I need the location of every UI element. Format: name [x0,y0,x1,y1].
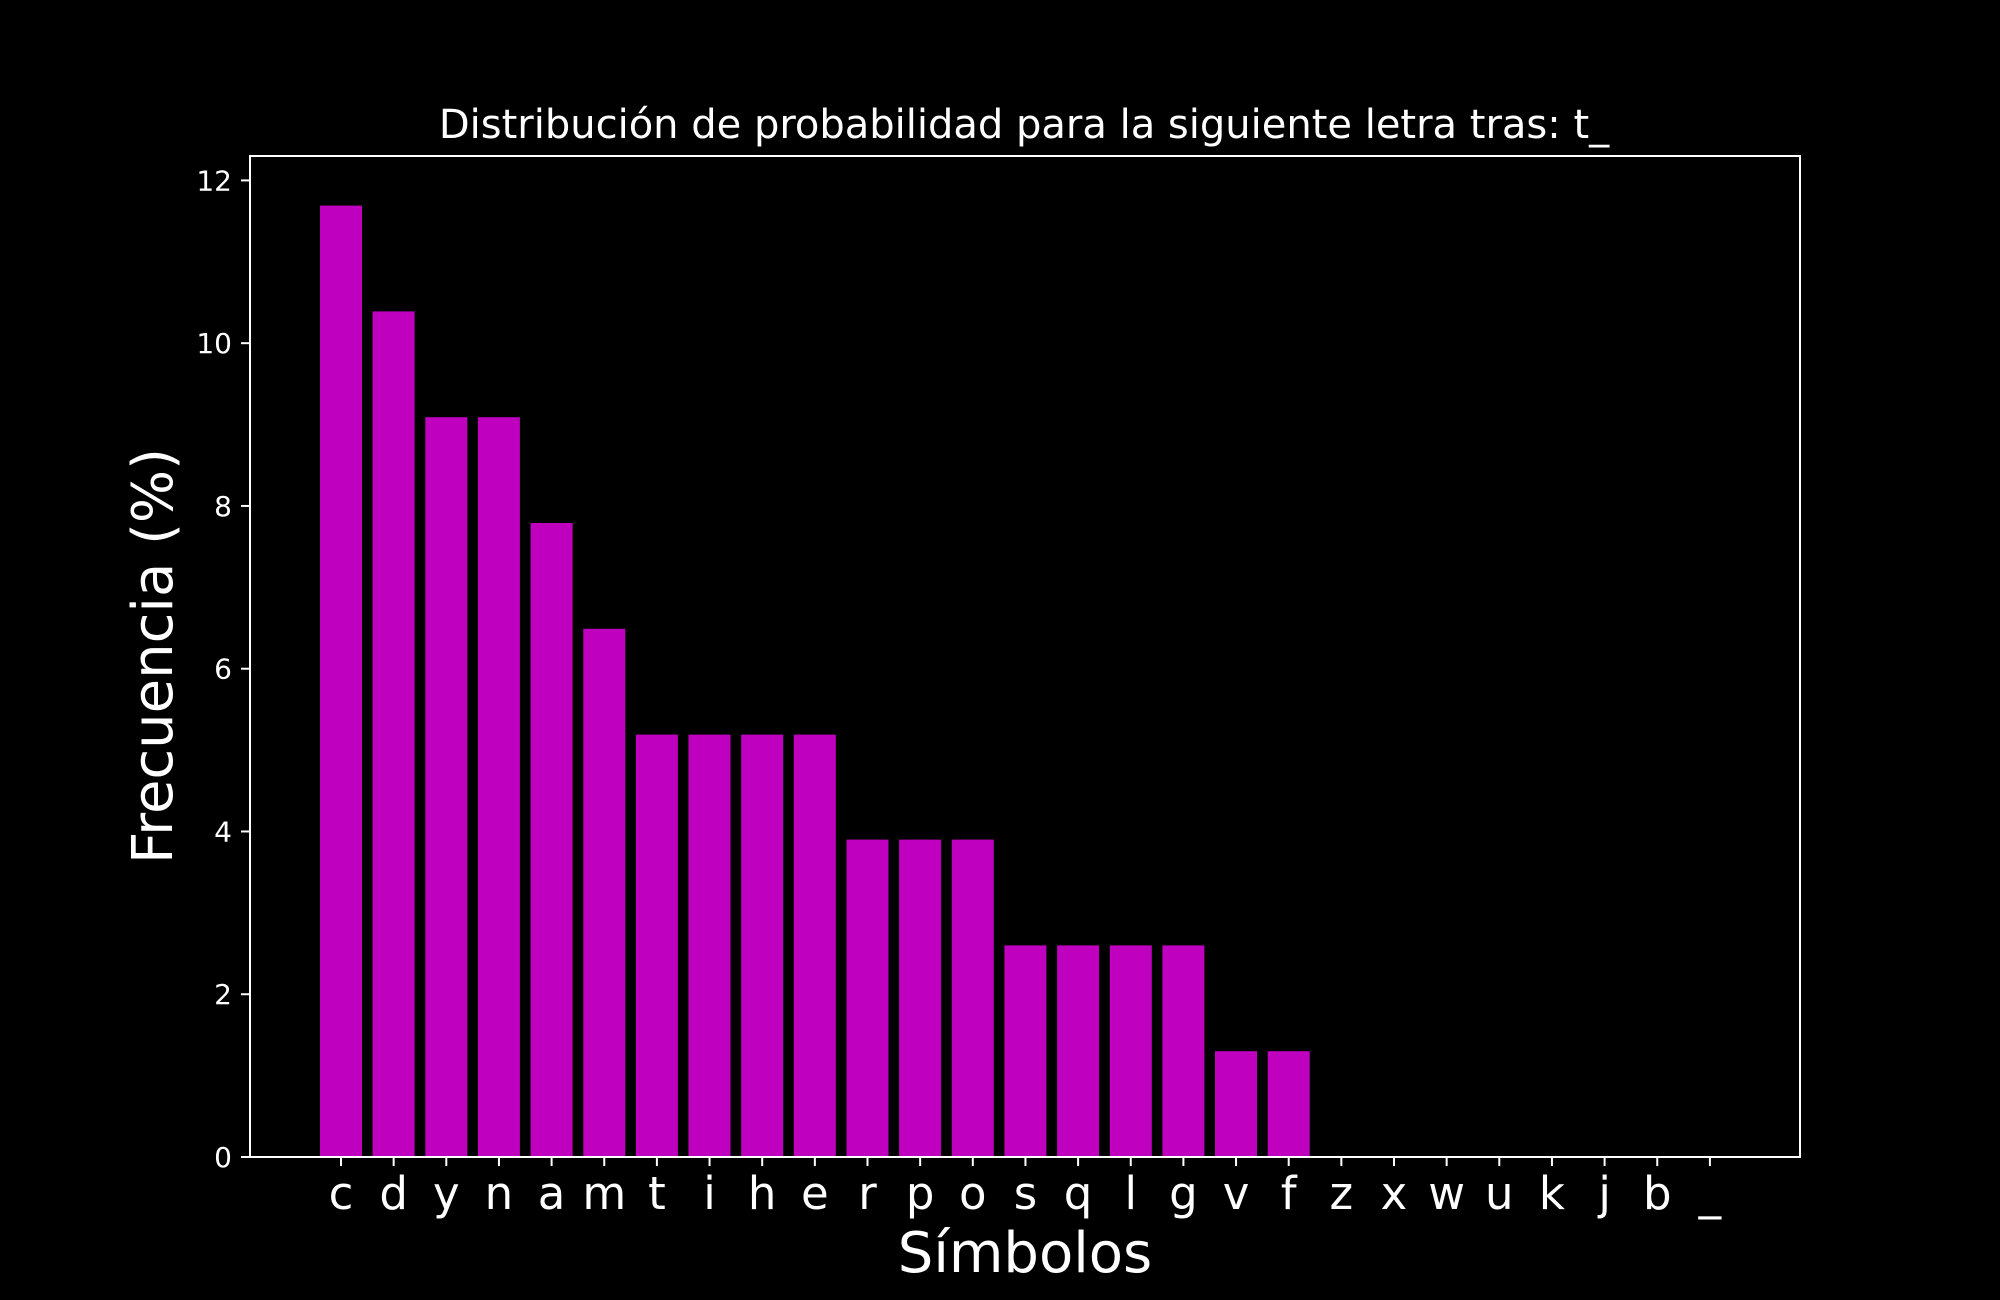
bar-h [741,734,784,1157]
bar-n [477,417,520,1157]
bar-d [372,311,415,1157]
x-tick-label: b [1643,1167,1672,1220]
bar-o [951,839,994,1157]
bar-y [425,417,468,1157]
x-tick-label: s [1014,1167,1037,1220]
y-tick-label: 6 [214,653,232,686]
x-tick-label: p [906,1167,935,1220]
bars [320,205,1310,1158]
x-tick-label: y [433,1167,460,1220]
y-tick-label: 0 [214,1141,232,1174]
y-axis-label: Frecuencia (%) [121,448,186,864]
x-tick-label: g [1169,1167,1198,1220]
y-tick-label: 10 [196,327,232,360]
bar-m [583,628,626,1157]
x-tick-label: w [1428,1167,1465,1220]
x-tick-label: k [1539,1167,1565,1220]
bar-c [320,205,362,1158]
bar-f [1267,1051,1310,1157]
bar-q [1057,945,1100,1157]
x-tick-label: f [1281,1167,1298,1220]
x-tick-label: v [1223,1167,1250,1220]
chart-title: Distribución de probabilidad para la sig… [439,102,1610,148]
x-tick-label: q [1064,1167,1093,1220]
x-tick-label: m [582,1167,626,1220]
bar-t [635,734,678,1157]
y-axis: 0 2 4 6 8 10 12 [196,164,250,1174]
y-tick-label: 8 [214,490,232,523]
bar-v [1215,1051,1257,1157]
x-axis-label: Símbolos [898,1221,1152,1286]
x-tick-label: u [1485,1167,1514,1220]
y-tick-label: 4 [214,815,232,848]
x-tick-label: i [703,1167,716,1220]
x-axis: c d y n a m t i h e r p o s q l g v f z x w u k j b _ [329,1157,1722,1220]
bar-g [1162,945,1205,1157]
x-tick-label: n [485,1167,514,1220]
x-tick-label: e [801,1167,829,1220]
bar-s [1004,945,1047,1157]
y-tick-label: 2 [214,978,232,1011]
bar-l [1109,945,1152,1157]
x-tick-label: o [959,1167,987,1220]
x-tick-label: j [1597,1167,1611,1220]
x-tick-label: d [379,1167,408,1220]
x-tick-label: _ [1698,1167,1722,1220]
x-tick-label: c [329,1167,354,1220]
x-tick-label: l [1124,1167,1137,1220]
bar-a [530,523,573,1157]
x-tick-label: t [648,1167,666,1220]
x-tick-label: x [1381,1167,1408,1220]
x-tick-label: r [858,1167,877,1220]
bar-i [688,734,731,1157]
x-tick-label: h [748,1167,777,1220]
y-tick-label: 12 [196,164,232,197]
bar-r [846,839,889,1157]
bar-p [899,839,942,1157]
x-tick-label: z [1330,1167,1354,1220]
bar-e [793,734,836,1157]
x-tick-label: a [538,1167,566,1220]
